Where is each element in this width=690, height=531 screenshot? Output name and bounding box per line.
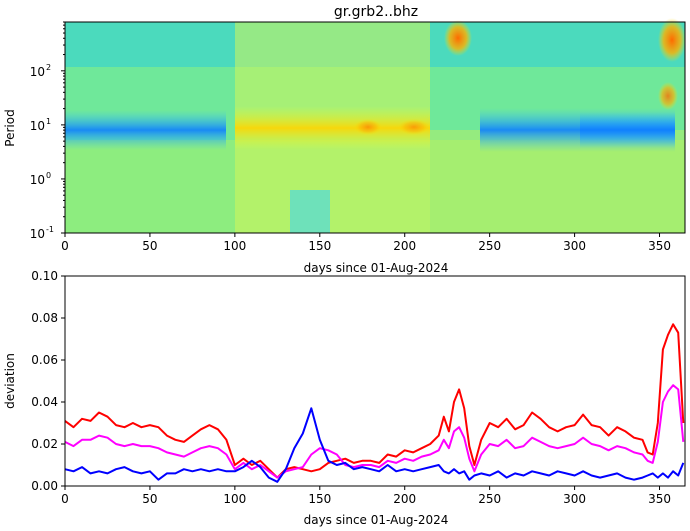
x-tick-label: 250 — [478, 239, 501, 253]
deviation-plot-area — [65, 276, 685, 486]
y-tick-label: 10 — [30, 173, 45, 187]
y-tick-label: 0.08 — [31, 311, 58, 325]
x-tick-label: 200 — [393, 492, 416, 506]
series-line — [64, 323, 685, 479]
x-tick-label: 50 — [142, 239, 157, 253]
series-line — [64, 384, 685, 479]
heatmap-hot-spot — [658, 82, 678, 110]
x-tick-label: 350 — [648, 492, 671, 506]
y-tick-label: 0.00 — [31, 479, 58, 493]
x-tick-label: 100 — [223, 239, 246, 253]
x-tick-label: 250 — [478, 492, 501, 506]
y-tick-label: 0.06 — [31, 353, 58, 367]
heatmap-hot-spot — [398, 119, 430, 135]
y-tick-exponent: 2 — [46, 63, 51, 72]
deviation-x-axis-label: days since 01-Aug-2024 — [304, 513, 449, 527]
deviation-series-group — [64, 323, 685, 483]
x-tick-label: 150 — [308, 492, 331, 506]
heatmap-hot-spot — [444, 20, 472, 56]
deviation-x-ticks: 0 50 100 150 200 250 300 350 — [61, 486, 671, 506]
y-tick-label: 0.02 — [31, 437, 58, 451]
y-tick-exponent: 1 — [46, 117, 51, 126]
top-chart-title: gr.grb2..bhz — [334, 4, 418, 20]
series-line — [64, 407, 685, 483]
deviation-y-ticks: 0.00 0.02 0.04 0.06 0.08 0.10 — [31, 269, 65, 493]
x-tick-label: 0 — [61, 239, 69, 253]
heatmap-high-band — [235, 106, 430, 150]
heatmap-low-band — [580, 112, 675, 148]
x-tick-label: 300 — [563, 492, 586, 506]
y-tick-exponent: -1 — [46, 225, 54, 234]
heatmap-panel — [64, 18, 686, 234]
deviation-frame — [64, 275, 686, 487]
y-tick-label: 0.10 — [31, 269, 58, 283]
x-tick-label: 0 — [61, 492, 69, 506]
heatmap-x-axis-label: days since 01-Aug-2024 — [304, 261, 449, 275]
deviation-y-axis-label: deviation — [3, 353, 17, 409]
x-tick-label: 50 — [142, 492, 157, 506]
x-tick-label: 200 — [393, 239, 416, 253]
y-tick-label: 10 — [30, 65, 45, 79]
heatmap-y-axis-label: Period — [3, 109, 17, 146]
heatmap-low-band — [65, 110, 226, 150]
x-tick-label: 300 — [563, 239, 586, 253]
x-tick-label: 350 — [648, 239, 671, 253]
deviation-panel — [64, 275, 686, 487]
y-tick-exponent: 0 — [46, 171, 51, 180]
x-tick-label: 150 — [308, 239, 331, 253]
y-tick-label: 0.04 — [31, 395, 58, 409]
heatmap-hot-spot — [354, 119, 382, 135]
y-tick-label: 10 — [30, 119, 45, 133]
y-tick-label: 10 — [30, 227, 45, 241]
heatmap-cyan-patch — [290, 190, 330, 233]
x-tick-label: 100 — [223, 492, 246, 506]
heatmap-hot-spot — [658, 18, 686, 62]
heatmap-x-ticks: 0 50 100 150 200 250 300 350 — [61, 233, 671, 253]
